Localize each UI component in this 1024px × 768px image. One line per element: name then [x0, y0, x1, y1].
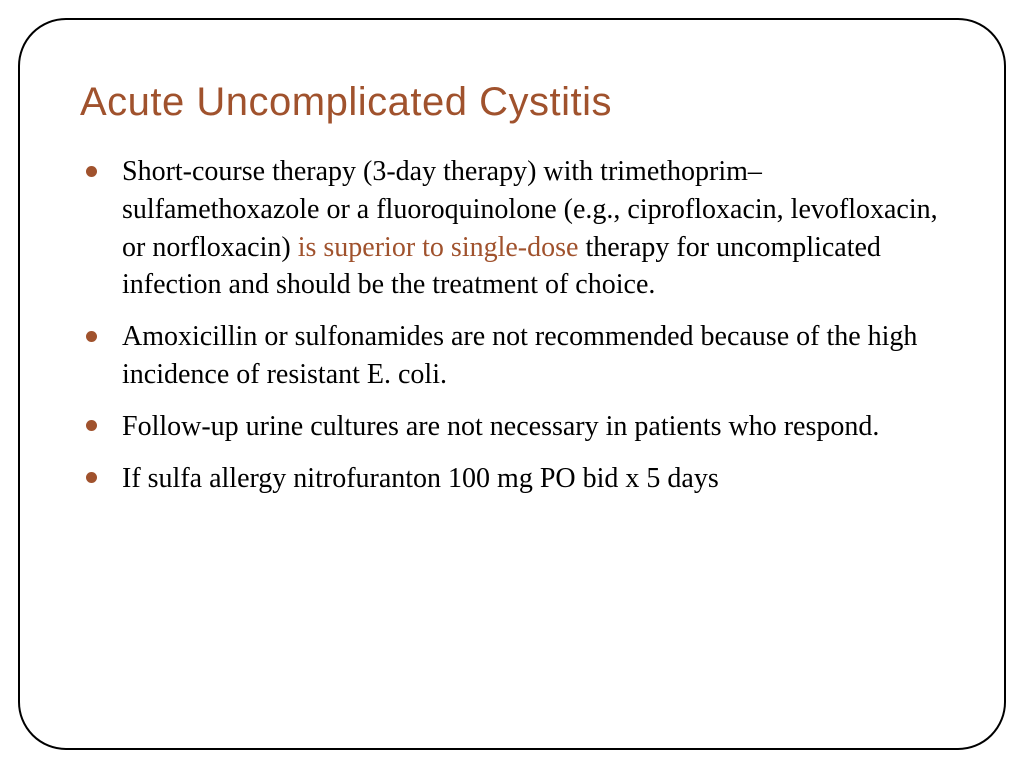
slide-frame: Acute Uncomplicated Cystitis Short-cours…: [18, 18, 1006, 750]
body-text: Amoxicillin or sulfonamides are not reco…: [122, 321, 917, 390]
body-text: Follow-up urine cultures are not necessa…: [122, 411, 879, 442]
body-text: If sulfa allergy nitrofuranton 100 mg PO…: [122, 463, 719, 494]
highlight-text: is superior to single-dose: [298, 232, 579, 263]
list-item: Short-course therapy (3-day therapy) wit…: [108, 153, 944, 304]
list-item: If sulfa allergy nitrofuranton 100 mg PO…: [108, 460, 944, 498]
slide-title: Acute Uncomplicated Cystitis: [80, 80, 944, 125]
list-item: Follow-up urine cultures are not necessa…: [108, 408, 944, 446]
bullet-list: Short-course therapy (3-day therapy) wit…: [80, 153, 944, 497]
list-item: Amoxicillin or sulfonamides are not reco…: [108, 318, 944, 394]
